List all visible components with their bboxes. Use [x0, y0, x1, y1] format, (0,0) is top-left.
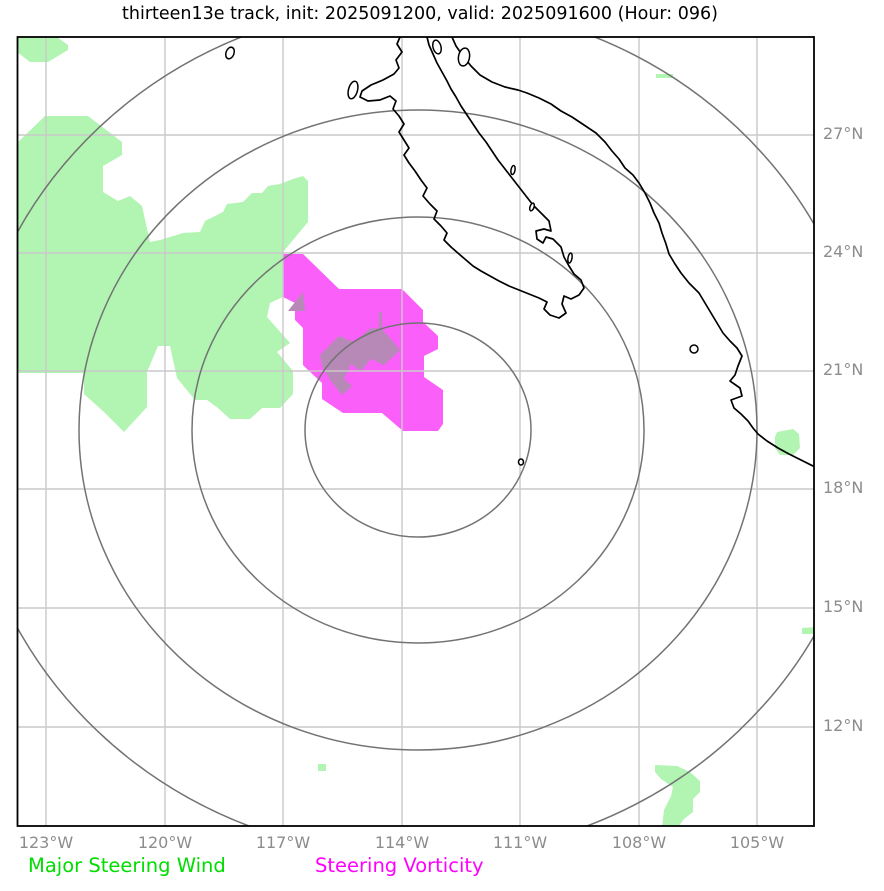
- lon-tick-label: 111°W: [492, 833, 548, 852]
- lat-tick-label: 24°N: [823, 242, 864, 261]
- map-border: [16, 36, 815, 827]
- map-layers: [17, 37, 814, 826]
- steering-wind-polygon: [775, 429, 800, 455]
- storm-marker-piece: [288, 292, 305, 311]
- steering-wind-polygon: [17, 116, 308, 432]
- island: [689, 344, 699, 354]
- storm-marker-piece: [320, 328, 400, 395]
- island: [528, 202, 536, 212]
- coastline: [359, 37, 585, 319]
- lat-tick-label: 15°N: [823, 597, 864, 616]
- legend: Major Steering Wind Steering Vorticity: [0, 854, 884, 880]
- island: [347, 80, 359, 100]
- lon-tick-label: 105°W: [729, 833, 785, 852]
- island: [517, 458, 525, 466]
- range-ring: [78, 109, 758, 751]
- steering-wind-polygon: [655, 765, 700, 826]
- island: [224, 46, 236, 60]
- lat-tick-label: 27°N: [823, 124, 864, 143]
- range-ring: [191, 216, 645, 644]
- range-ring: [304, 322, 532, 538]
- lat-tick-label: 21°N: [823, 360, 864, 379]
- lat-tick-label: 18°N: [823, 478, 864, 497]
- lon-tick-label: 114°W: [374, 833, 430, 852]
- steering-wind-polygon: [17, 37, 68, 62]
- island: [457, 47, 471, 67]
- coastline: [451, 37, 814, 468]
- island: [567, 252, 573, 264]
- lon-tick-label: 108°W: [611, 833, 667, 852]
- island: [431, 39, 443, 55]
- lat-tick-label: 12°N: [823, 716, 864, 735]
- steering-wind-polygon: [802, 627, 814, 634]
- lon-tick-label: 120°W: [137, 833, 193, 852]
- plot-title: thirteen13e track, init: 2025091200, val…: [122, 4, 718, 24]
- island: [510, 164, 516, 176]
- steering-wind-polygon: [318, 764, 326, 771]
- lon-tick-label: 123°W: [18, 833, 74, 852]
- legend-major-steering-wind: Major Steering Wind: [28, 854, 226, 877]
- legend-steering-vorticity: Steering Vorticity: [315, 854, 484, 877]
- lon-tick-label: 117°W: [255, 833, 311, 852]
